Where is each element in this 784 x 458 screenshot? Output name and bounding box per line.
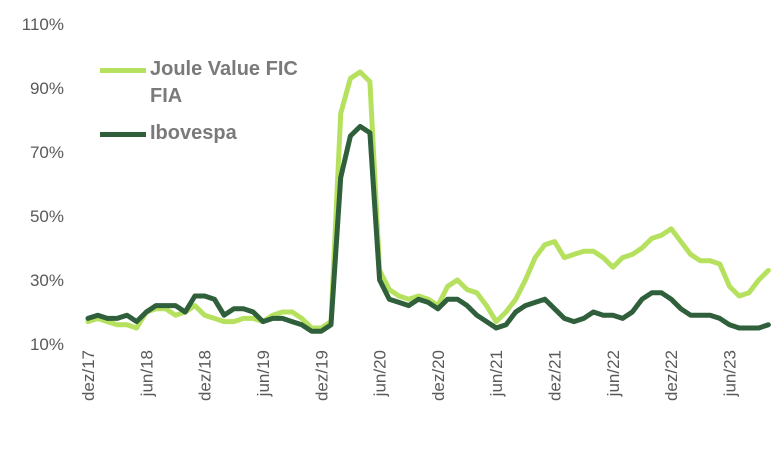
x-tick-label: dez/20 bbox=[429, 350, 448, 401]
y-tick-label: 10% bbox=[30, 335, 64, 354]
y-tick-label: 30% bbox=[30, 271, 64, 290]
x-tick-label: dez/21 bbox=[546, 350, 565, 401]
legend-swatch bbox=[100, 132, 146, 137]
x-tick-label: dez/22 bbox=[662, 350, 681, 401]
x-tick-label: jun/18 bbox=[137, 350, 156, 397]
y-tick-label: 50% bbox=[30, 207, 64, 226]
x-tick-label: dez/18 bbox=[196, 350, 215, 401]
legend-label: Joule Value FIC FIA bbox=[150, 58, 298, 107]
x-tick-label: jun/19 bbox=[254, 350, 273, 397]
legend-swatch bbox=[100, 68, 146, 73]
x-tick-label: jun/23 bbox=[721, 350, 740, 397]
x-tick-label: jun/22 bbox=[604, 350, 623, 397]
series-line bbox=[85, 69, 771, 331]
y-tick-label: 90% bbox=[30, 79, 64, 98]
legend-label: Ibovespa bbox=[150, 122, 237, 144]
x-tick-label: dez/17 bbox=[79, 350, 98, 401]
legend-item: Ibovespa bbox=[100, 120, 300, 147]
y-tick-label: 110% bbox=[22, 15, 64, 34]
series-line bbox=[85, 123, 771, 334]
legend-item: Joule Value FIC FIA bbox=[100, 56, 300, 110]
x-tick-label: jun/21 bbox=[487, 350, 506, 397]
y-tick-label: 70% bbox=[30, 143, 64, 162]
legend: Joule Value FIC FIA Ibovespa bbox=[100, 56, 300, 157]
x-tick-label: dez/19 bbox=[312, 350, 331, 401]
x-tick-label: jun/20 bbox=[371, 350, 390, 397]
